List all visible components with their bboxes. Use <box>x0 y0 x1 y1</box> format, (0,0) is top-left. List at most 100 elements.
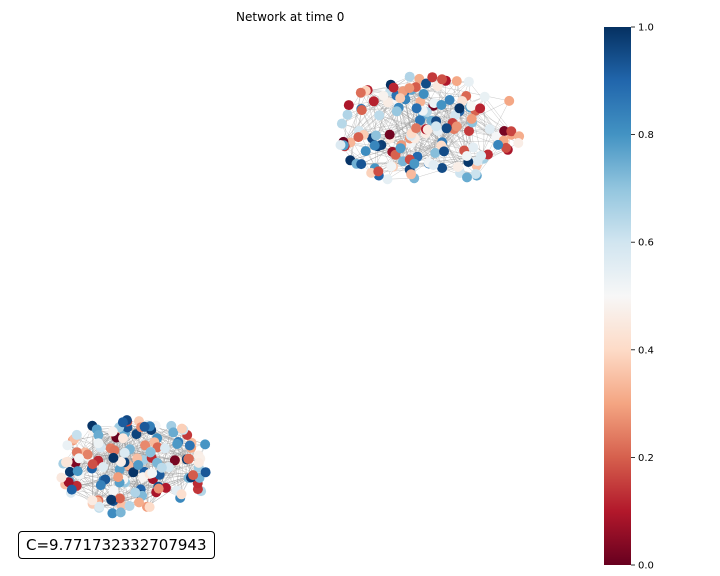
network-node <box>356 105 367 116</box>
network-node <box>428 160 439 170</box>
network-edge <box>446 128 468 178</box>
network-node <box>71 429 82 440</box>
network-node <box>404 83 415 94</box>
network-node <box>176 489 187 500</box>
network-node <box>356 159 367 170</box>
network-node <box>117 417 128 428</box>
network-node <box>454 103 465 114</box>
network-edge <box>379 115 417 129</box>
network-node <box>116 456 126 467</box>
metric-annotation: C=9.771732332707943 <box>18 531 215 559</box>
network-node <box>395 93 406 104</box>
network-edge <box>96 460 99 502</box>
network-node <box>501 142 512 153</box>
network-edge <box>468 81 512 135</box>
network-node <box>108 485 119 496</box>
network-node <box>470 169 481 179</box>
network-node <box>94 501 105 512</box>
network-node <box>168 427 179 438</box>
network-node <box>188 470 199 481</box>
network-node <box>62 440 73 451</box>
network-node <box>62 456 73 467</box>
network-node <box>114 493 125 504</box>
network-node <box>335 140 346 150</box>
network-node <box>108 452 119 463</box>
colorbar-tick-label: 0.0 <box>638 561 654 572</box>
network-node <box>431 121 442 132</box>
network-edge <box>159 462 199 476</box>
network-node <box>391 106 402 117</box>
network-node <box>466 113 477 124</box>
network-node <box>160 443 170 454</box>
network-edge <box>343 90 368 146</box>
network-node <box>183 453 194 464</box>
network-node <box>491 131 502 142</box>
network-edge <box>350 134 390 161</box>
network-node <box>172 439 183 449</box>
network-node <box>342 109 353 120</box>
network-node <box>462 172 472 183</box>
network-node <box>475 103 486 114</box>
network-node <box>140 440 151 451</box>
nodes-upper-cluster <box>335 71 525 185</box>
network-edge <box>446 81 458 129</box>
network-edge <box>165 445 191 489</box>
network-edge <box>105 479 159 488</box>
network-node <box>184 440 195 451</box>
network-node <box>439 146 449 157</box>
network-node <box>384 129 395 140</box>
network-edge <box>350 92 362 161</box>
network-node <box>411 123 422 134</box>
network-node <box>176 423 187 434</box>
network-node <box>98 462 109 472</box>
network-edge <box>387 102 411 160</box>
colorbar-ticks: 0.0 0.2 0.4 0.6 0.8 1.0 <box>631 23 654 572</box>
network-node <box>106 494 117 505</box>
network-node <box>64 466 75 477</box>
network-node <box>373 166 384 177</box>
network-node <box>499 126 510 136</box>
network-node <box>130 487 141 498</box>
figure-title: Network at time 0 <box>236 10 345 24</box>
network-node <box>461 151 472 161</box>
network-node <box>404 71 415 82</box>
network-node <box>200 439 211 450</box>
network-edge <box>361 107 399 111</box>
network-node <box>160 482 171 493</box>
network-node <box>114 464 125 475</box>
nodes-lower-cluster <box>56 415 211 519</box>
network-node <box>145 447 156 458</box>
network-node <box>468 142 479 153</box>
colorbar-tick-label: 1.0 <box>638 23 654 34</box>
network-node <box>371 130 381 141</box>
network-node <box>107 508 118 519</box>
network-node <box>493 139 504 150</box>
network-edge <box>389 108 417 135</box>
network-node <box>200 467 211 478</box>
network-node <box>427 72 438 83</box>
network-node <box>451 76 462 87</box>
network-node <box>466 101 477 112</box>
network-node <box>343 100 354 111</box>
colorbar-tick-label: 0.2 <box>638 453 654 464</box>
network-node <box>464 126 474 136</box>
network-node <box>418 89 429 99</box>
network-node <box>134 497 144 508</box>
network-node <box>504 95 515 106</box>
network-node <box>388 82 399 93</box>
network-node <box>115 507 126 518</box>
network-node <box>66 484 77 495</box>
network-node <box>107 426 118 437</box>
network-node <box>406 169 417 180</box>
network-node <box>74 453 84 464</box>
network-node <box>422 124 433 135</box>
network-node <box>409 158 420 169</box>
network-node <box>437 74 447 85</box>
network-node <box>513 138 524 148</box>
network-node <box>93 438 104 449</box>
network-node <box>82 449 93 460</box>
network-edge <box>341 123 372 174</box>
network-node <box>156 462 167 473</box>
network-node <box>72 466 83 477</box>
